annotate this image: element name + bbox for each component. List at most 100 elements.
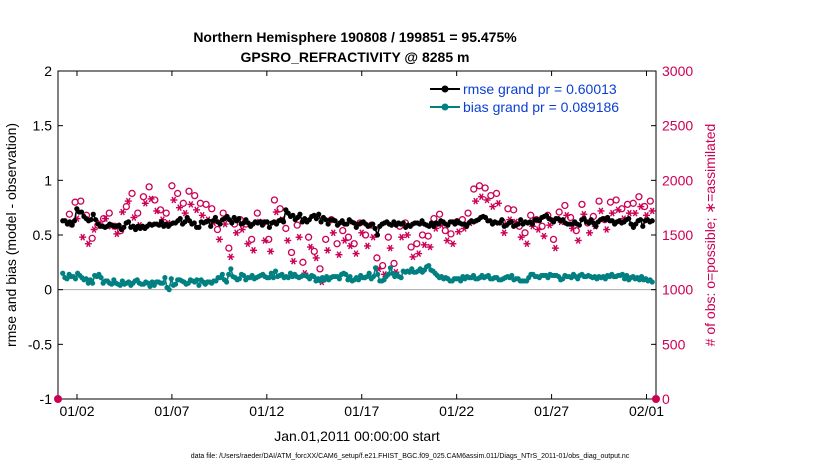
obs-assimilated-point <box>523 240 531 248</box>
obs-assimilated-point <box>477 193 485 201</box>
obs-assimilated-point <box>574 237 582 244</box>
obs-assimilated-point <box>551 244 559 252</box>
rmse-point <box>374 232 381 238</box>
obs-possible-point <box>527 211 535 219</box>
bias-point <box>458 278 464 284</box>
obs-assimilated-point <box>329 229 337 237</box>
obs-assimilated-point <box>631 209 639 217</box>
obs-assimilated-point <box>221 220 229 228</box>
bias-series <box>60 263 655 293</box>
obs-possible-point <box>139 193 148 201</box>
bias-point <box>372 265 379 271</box>
obs-assimilated-point <box>335 251 343 259</box>
obs-possible-point <box>151 196 159 204</box>
obs-possible-point <box>447 230 455 238</box>
obs-assimilated-point <box>215 235 223 243</box>
obs-assimilated-point <box>449 240 457 248</box>
y-axis-right-label: # of obs: o=possible; ∗=assimilated <box>702 124 718 347</box>
obs-assimilated-point <box>153 207 161 215</box>
rmse-point <box>88 217 94 223</box>
obs-assimilated-point <box>637 203 645 210</box>
right-tick-label: 3000 <box>662 63 693 79</box>
rmse-point <box>69 222 75 228</box>
rmse-point <box>649 218 655 224</box>
rmse-point <box>205 218 211 224</box>
rmse-point <box>182 219 188 225</box>
obs-assimilated-point <box>546 221 554 229</box>
rmse-point <box>71 218 78 224</box>
obs-possible-point <box>407 243 415 251</box>
obs-possible-point <box>225 244 233 252</box>
obs-possible-point <box>555 208 563 216</box>
left-tick-label: 0 <box>44 282 52 298</box>
obs-assimilated-point <box>295 233 303 241</box>
bias-point <box>160 280 166 286</box>
rmse-point <box>313 216 319 222</box>
obs-possible-point <box>418 231 427 239</box>
obs-possible-point <box>71 198 79 206</box>
obs-possible-point <box>299 258 307 266</box>
bias-point <box>375 271 381 277</box>
obs-possible-point <box>168 182 176 190</box>
obs-assimilated-point <box>232 229 240 237</box>
obs-assimilated-point <box>267 248 275 255</box>
obs-assimilated-point <box>238 226 246 233</box>
legend-rmse-label: rmse grand pr = 0.60013 <box>463 81 617 97</box>
rmse-point <box>280 219 287 225</box>
obs-assimilated-point <box>170 196 178 204</box>
obs-assimilated-point <box>187 200 195 208</box>
obs-assimilated-point <box>443 237 451 244</box>
bias-point <box>398 275 404 281</box>
obs-possible-point <box>316 265 324 273</box>
obs-assimilated-point <box>324 246 332 254</box>
obs-possible-point <box>208 205 216 213</box>
left-tick-label: -1 <box>40 391 53 407</box>
x-tick-label: 01/17 <box>344 403 379 419</box>
bias-point <box>147 283 153 289</box>
obs-possible-point <box>595 197 603 205</box>
rmse-point <box>90 211 96 217</box>
rmse-point <box>264 219 270 225</box>
obs-assimilated-point <box>352 250 360 257</box>
x-tick-label: 01/07 <box>154 403 189 419</box>
rmse-point <box>518 217 524 223</box>
bias-point <box>64 276 70 282</box>
obs-assimilated-point <box>563 211 571 219</box>
rmse-point <box>332 218 338 224</box>
rmse-point <box>508 219 514 225</box>
obs-assimilated-point <box>409 253 417 261</box>
rmse-point <box>626 216 632 222</box>
bias-point <box>89 280 96 286</box>
obs-possible-point <box>253 209 261 217</box>
right-tick-label: 2000 <box>662 172 693 188</box>
right-tick-label: 1000 <box>662 282 693 298</box>
right-tick-label: 2500 <box>662 118 693 134</box>
legend: rmse grand pr = 0.60013 bias grand pr = … <box>430 81 619 115</box>
obs-assimilated-point <box>101 215 109 222</box>
obs-possible-point <box>618 205 626 213</box>
bias-point <box>266 275 272 281</box>
obs-assimilated-point <box>608 209 616 217</box>
bias-point <box>172 281 179 287</box>
obs-possible-point <box>430 214 438 223</box>
right-tick-label: 0 <box>662 391 670 407</box>
x-axis-ticks: 01/02 01/07 01/12 01/17 01/22 01/27 02/01 <box>59 71 664 419</box>
obs-assimilated-point <box>455 228 463 236</box>
bias-point <box>72 276 79 282</box>
obs-assimilated-point <box>119 208 127 216</box>
obs-possible-point <box>293 221 301 229</box>
chart-title: Northern Hemisphere 190808 / 199851 = 95… <box>193 29 517 45</box>
rmse-point <box>158 219 164 225</box>
end-marker-dot <box>652 395 660 403</box>
obs-possible-point <box>310 247 318 256</box>
obs-possible-point <box>247 235 256 244</box>
obs-possible-point <box>265 235 273 244</box>
obs-assimilated-point <box>227 253 235 261</box>
bias-point <box>347 273 353 280</box>
obs-possible-point <box>435 210 444 218</box>
bias-point <box>117 282 123 288</box>
rmse-point <box>576 222 583 228</box>
obs-possible-point <box>413 240 421 248</box>
rmse-point <box>640 223 646 229</box>
bias-point <box>336 276 342 282</box>
